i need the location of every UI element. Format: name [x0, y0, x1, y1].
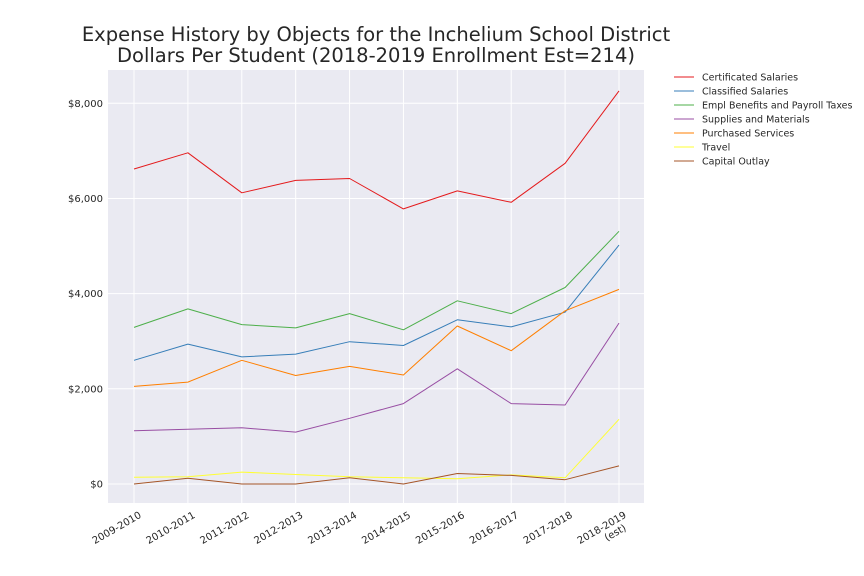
legend-entry: Purchased Services: [674, 129, 794, 140]
y-tick-label: $4,000: [68, 289, 103, 300]
y-tick-label: $6,000: [68, 194, 103, 205]
legend-label: Empl Benefits and Payroll Taxes: [702, 101, 853, 112]
y-axis-tick-labels: $0 $2,000 $4,000 $6,000 $8,000: [68, 99, 103, 491]
legend-label: Classified Salaries: [702, 87, 788, 98]
x-tick-label: 2012-2013: [252, 510, 305, 547]
x-tick-label: 2010-2011: [145, 510, 198, 547]
legend-entry: Classified Salaries: [674, 87, 788, 98]
series-line: [133, 322, 620, 433]
x-tick-label: 2011-2012: [199, 510, 252, 547]
chart-title-line-2: Dollars Per Student (2018-2019 Enrollmen…: [117, 44, 635, 67]
legend-label: Certificated Salaries: [702, 73, 798, 84]
legend-entry: Empl Benefits and Payroll Taxes: [674, 101, 853, 112]
y-tick-label: $8,000: [68, 99, 103, 110]
legend-label: Purchased Services: [702, 129, 794, 140]
x-tick-label: 2013-2014: [306, 510, 359, 547]
series-line: [133, 465, 620, 485]
x-gridlines: [133, 70, 620, 503]
legend-label: Supplies and Materials: [702, 115, 810, 126]
legend-label: Travel: [701, 143, 730, 154]
y-tick-label: $2,000: [68, 384, 103, 395]
legend-entry: Supplies and Materials: [674, 115, 810, 126]
y-gridlines: [108, 102, 644, 485]
legend: Certificated Salaries Classified Salaries…: [674, 73, 853, 168]
series-lines: [133, 90, 620, 485]
x-axis-tick-labels: 2009-2010 2010-2011 2011-2012 2012-2013 2013…: [91, 510, 634, 556]
x-tick-label: 2016-2017: [468, 510, 521, 547]
series-line: [133, 418, 620, 480]
chart-title-line-1: Expense History by Objects for the Inche…: [82, 23, 671, 46]
series-line: [133, 90, 620, 210]
series-line: [133, 288, 620, 387]
x-tick-label: 2017-2018: [522, 510, 575, 547]
series-line: [133, 230, 620, 331]
x-tick-label: 2014-2015: [360, 510, 413, 547]
legend-entry: Capital Outlay: [674, 157, 770, 168]
y-tick-label: $0: [90, 479, 103, 490]
legend-entry: Travel: [674, 143, 730, 154]
x-tick-label: 2018-2019(est): [576, 510, 634, 556]
x-tick-label: 2015-2016: [414, 510, 467, 547]
legend-label: Capital Outlay: [702, 157, 770, 168]
x-tick-label: 2009-2010: [91, 510, 144, 547]
plot-area: [108, 70, 644, 503]
series-line: [133, 244, 620, 361]
legend-entry: Certificated Salaries: [674, 73, 798, 84]
